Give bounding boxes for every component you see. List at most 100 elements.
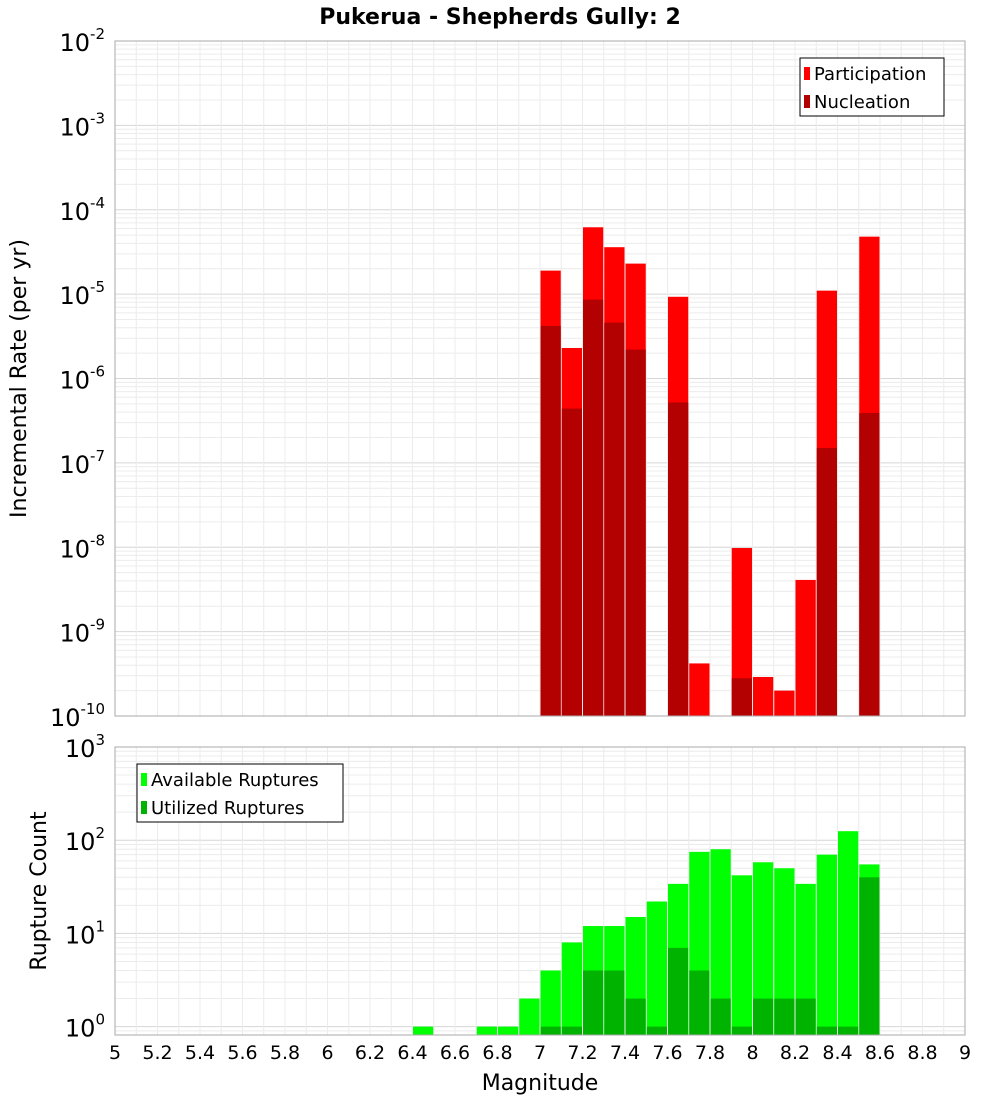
bar-utilized-ruptures-8.45 bbox=[838, 1026, 859, 1035]
y-tick-label-2-0: 100 bbox=[65, 1011, 105, 1043]
y-tick-label-1--10: 10-10 bbox=[50, 700, 105, 732]
gridlines-1 bbox=[114, 41, 966, 717]
y-tick-label-1--9: 10-9 bbox=[59, 616, 105, 648]
legend-box bbox=[799, 57, 945, 117]
x-tick-label: 5.4 bbox=[185, 1042, 215, 1064]
x-tick-label: 7.2 bbox=[567, 1042, 597, 1064]
legend-swatch bbox=[804, 95, 810, 108]
y-tick-base: 10 bbox=[65, 921, 96, 949]
legend-swatch bbox=[141, 773, 147, 786]
x-tick-label: 8.2 bbox=[780, 1042, 810, 1064]
legend-label-2: Utilized Ruptures bbox=[151, 798, 304, 819]
bar-utilized-ruptures-7.65 bbox=[668, 947, 689, 1035]
y-tick-exponent: -6 bbox=[90, 363, 105, 381]
bar-utilized-ruptures-8.55 bbox=[859, 877, 880, 1035]
y-tick-exponent: -3 bbox=[90, 109, 105, 127]
legend-1: Participation Nucleation bbox=[799, 57, 945, 117]
x-tick-label: 7.8 bbox=[695, 1042, 725, 1064]
bar-available-ruptures-7.15 bbox=[561, 942, 582, 1035]
y-tick-base: 10 bbox=[65, 828, 96, 856]
y-tick-exponent: -2 bbox=[90, 25, 105, 43]
x-tick-label: 6.4 bbox=[397, 1042, 427, 1064]
y-tick-base: 10 bbox=[59, 367, 90, 395]
bar-utilized-ruptures-7.05 bbox=[540, 1026, 561, 1035]
x-tick-label: 7 bbox=[534, 1042, 546, 1064]
x-tick-label: 7.4 bbox=[610, 1042, 640, 1064]
legend-2: Available Ruptures Utilized Ruptures bbox=[136, 763, 344, 823]
bar-utilized-ruptures-7.55 bbox=[646, 1026, 667, 1035]
legend-swatch bbox=[141, 801, 147, 814]
legend-label-2: Nucleation bbox=[814, 92, 910, 113]
x-tick-label: 6.2 bbox=[355, 1042, 385, 1064]
bar-available-ruptures-7.05 bbox=[540, 970, 561, 1035]
legend-swatch bbox=[804, 67, 810, 80]
bar-participation-8.05 bbox=[753, 676, 774, 716]
bar-available-ruptures-6.95 bbox=[519, 998, 540, 1035]
bar-utilized-ruptures-7.75 bbox=[689, 970, 710, 1035]
bar-utilized-ruptures-8.15 bbox=[774, 998, 795, 1035]
y-tick-exponent: -5 bbox=[90, 278, 105, 296]
bar-participation-8.25 bbox=[795, 579, 816, 716]
bar-utilized-ruptures-7.15 bbox=[561, 1026, 582, 1035]
y-tick-base: 10 bbox=[65, 735, 96, 763]
bar-available-ruptures-8.35 bbox=[816, 854, 837, 1035]
bar-available-ruptures-6.75 bbox=[476, 1026, 497, 1035]
y-tick-exponent: -10 bbox=[81, 700, 106, 718]
bar-utilized-ruptures-7.85 bbox=[710, 998, 731, 1035]
y-tick-label-1--2: 10-2 bbox=[59, 25, 105, 57]
plot-frame-1 bbox=[114, 40, 966, 717]
y-tick-label-2-3: 103 bbox=[65, 731, 105, 763]
y-tick-label-2-1: 101 bbox=[65, 917, 105, 949]
bar-available-ruptures-8.25 bbox=[795, 883, 816, 1035]
y-tick-base: 10 bbox=[59, 282, 90, 310]
x-tick-label: 8.6 bbox=[865, 1042, 895, 1064]
bar-nucleation-7.95 bbox=[731, 678, 752, 716]
bar-nucleation-8.35 bbox=[816, 448, 837, 716]
y-tick-label-1--3: 10-3 bbox=[59, 109, 105, 141]
x-tick-label: 8 bbox=[746, 1042, 758, 1064]
legend-box bbox=[136, 763, 344, 823]
bar-participation-7.75 bbox=[689, 663, 710, 716]
legend-label-1: Participation bbox=[814, 64, 926, 85]
bar-utilized-ruptures-7.25 bbox=[583, 970, 604, 1035]
y-tick-base: 10 bbox=[65, 1015, 96, 1043]
x-tick-label: 5.2 bbox=[142, 1042, 172, 1064]
y-tick-base: 10 bbox=[59, 535, 90, 563]
bar-utilized-ruptures-7.95 bbox=[731, 1026, 752, 1035]
x-tick-label: 5 bbox=[109, 1042, 121, 1064]
bar-participation-7.95 bbox=[731, 547, 752, 716]
bar-nucleation-7.15 bbox=[561, 408, 582, 716]
bar-nucleation-7.05 bbox=[540, 325, 561, 716]
y-tick-label-1--5: 10-5 bbox=[59, 278, 105, 310]
bar-nucleation-7.25 bbox=[583, 299, 604, 716]
bar-available-ruptures-7.95 bbox=[731, 875, 752, 1035]
bar-nucleation-7.45 bbox=[625, 349, 646, 716]
y-tick-label-1--7: 10-7 bbox=[59, 447, 105, 479]
series-2-2 bbox=[540, 877, 880, 1035]
bar-nucleation-7.35 bbox=[604, 322, 625, 716]
y-tick-exponent: 2 bbox=[95, 824, 105, 842]
y-tick-exponent: 3 bbox=[95, 731, 105, 749]
x-tick-label: 6.6 bbox=[440, 1042, 470, 1064]
y-tick-exponent: 1 bbox=[95, 917, 105, 935]
y-tick-label-1--6: 10-6 bbox=[59, 363, 105, 395]
y-axis-label-1: Incremental Rate (per yr) bbox=[7, 239, 32, 518]
x-tick-label: 8.8 bbox=[907, 1042, 937, 1064]
y-tick-exponent: -4 bbox=[90, 194, 105, 212]
bar-available-ruptures-7.55 bbox=[646, 901, 667, 1035]
x-tick-label: 9 bbox=[959, 1042, 971, 1064]
x-tick-label: 6.8 bbox=[482, 1042, 512, 1064]
y-tick-base: 10 bbox=[50, 704, 81, 732]
x-tick-label: 6 bbox=[321, 1042, 333, 1064]
x-tick-label: 8.4 bbox=[822, 1042, 852, 1064]
plot-frame-2 bbox=[114, 746, 966, 1036]
x-tick-label: 5.8 bbox=[270, 1042, 300, 1064]
y-tick-base: 10 bbox=[59, 198, 90, 226]
x-axis-label: Magnitude bbox=[482, 1071, 599, 1096]
y-tick-base: 10 bbox=[59, 620, 90, 648]
bar-available-ruptures-8.05 bbox=[753, 862, 774, 1035]
y-axis-label-2: Rupture Count bbox=[27, 811, 52, 971]
y-tick-exponent: -8 bbox=[90, 531, 105, 549]
bar-utilized-ruptures-8.25 bbox=[795, 998, 816, 1035]
